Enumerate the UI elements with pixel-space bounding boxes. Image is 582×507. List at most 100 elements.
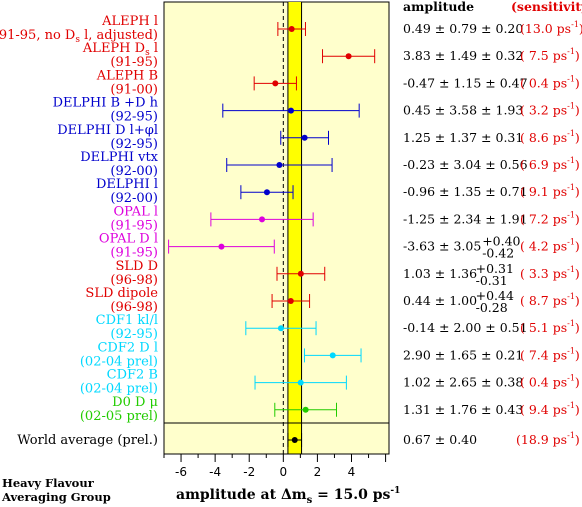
sensitivity-value: ( 8.6 ps-1) [520, 129, 580, 145]
amplitude-syst-high: +0.44 [476, 288, 514, 303]
sensitivity-value: ( 7.2 ps-1) [520, 210, 580, 226]
amplitude-value: -0.96 ± 1.35 ± 0.71 [403, 184, 528, 199]
plot-background [163, 1, 390, 455]
amplitude-value: -0.47 ± 1.15 ± 0.47 [403, 75, 528, 90]
x-tick-label: 2 [314, 465, 322, 479]
row-period: (92-95) [110, 327, 158, 342]
data-point [272, 80, 279, 87]
x-tick-label: -6 [175, 465, 187, 479]
data-point [277, 325, 284, 332]
row-name: DELPHI B +D h [53, 96, 159, 111]
amplitude-value: 0.45 ± 3.58 ± 1.93 [403, 103, 523, 118]
amplitude-syst-high: +0.31 [476, 261, 514, 276]
row-name: OPAL D l [99, 232, 158, 247]
row-period: (02-04 prel) [80, 382, 158, 397]
data-point [287, 107, 294, 114]
row-labels: ALEPH l(91-95, no Ds l, adjusted)ALEPH D… [0, 14, 159, 448]
data-point [288, 26, 295, 32]
row-period: (02-05 prel) [80, 409, 158, 424]
average-label: World average (prel.) [17, 433, 158, 448]
row-name: SLD dipole [85, 286, 158, 301]
data-point [302, 406, 309, 413]
sensitivity-value: ( 9.1 ps-1) [520, 183, 580, 199]
amplitude-syst-low: -0.31 [476, 273, 508, 288]
amplitude-value: 1.03 ± 1.36 [403, 266, 477, 281]
amplitude-syst-low: -0.42 [482, 246, 514, 261]
amplitude-value: 1.02 ± 2.65 ± 0.38 [403, 375, 523, 390]
row-name: CDF2 B [107, 368, 158, 383]
sensitivity-value: ( 6.9 ps-1) [520, 156, 580, 172]
data-point [345, 53, 352, 60]
data-point [259, 216, 266, 223]
row-name: SLD D [115, 259, 158, 274]
row-period: (92-00) [110, 191, 158, 206]
row-name: DELPHI vtx [80, 150, 158, 165]
row-period: (91-95) [110, 55, 158, 70]
amplitude-value: 0.44 ± 1.00 [403, 293, 477, 308]
sensitivity-value: (13.0 ps-1) [520, 20, 582, 36]
row-values: 0.49 ± 0.79 ± 0.20(13.0 ps-1) 3.83 ± 1.49… [403, 20, 582, 447]
amplitude-value: 0.67 ± 0.40 [403, 432, 477, 447]
data-point [329, 352, 336, 359]
x-axis-ticks: -6 -4 -2 0 2 4 [163, 453, 389, 479]
sensitivity-value: ( 3.3 ps-1) [520, 265, 580, 281]
row-name: ALEPH l [101, 14, 158, 29]
amplitude-value: 2.90 ± 1.65 ± 0.21 [403, 347, 523, 362]
footer-line-1: Heavy Flavour [2, 476, 95, 490]
x-axis-label: amplitude at Δms = 15.0 ps-1 [176, 486, 400, 506]
row-period: (91-95) [110, 218, 158, 233]
sensitivity-value: ( 0.4 ps-1) [520, 74, 580, 90]
row-name: CDF2 D l [97, 340, 158, 355]
data-point [297, 270, 304, 277]
row-period: (92-95) [110, 110, 158, 125]
amplitude-value: -0.23 ± 3.04 ± 0.56 [403, 157, 528, 172]
sensitivity-value: ( 3.2 ps-1) [520, 102, 580, 118]
footer-line-2: Averaging Group [1, 490, 111, 504]
data-marks [168, 22, 376, 447]
sensitivity-value: ( 8.7 ps-1) [520, 292, 580, 308]
amplitude-value: -3.63 ± 3.05 [403, 239, 481, 254]
row-name: ALEPH B [96, 68, 158, 83]
amplitude-value: 1.25 ± 1.37 ± 0.31 [403, 130, 523, 145]
header-sensitivity: (sensitivity) [511, 0, 582, 14]
row-name: CDF1 kl/l [96, 313, 158, 328]
amplitude-syst-high: +0.40 [482, 234, 520, 249]
row-period: (92-00) [110, 164, 158, 179]
data-point [287, 298, 294, 304]
amplitude-value: 1.31 ± 1.76 ± 0.43 [403, 402, 523, 417]
row-period: (91-95) [110, 246, 158, 261]
amplitude-value: -0.14 ± 2.00 ± 0.51 [403, 320, 528, 335]
row-period: (91-00) [110, 82, 158, 97]
data-point [301, 134, 308, 141]
sensitivity-value: ( 7.5 ps-1) [520, 47, 580, 63]
row-period: (96-98) [110, 300, 158, 315]
x-tick-label: -2 [243, 465, 255, 479]
header-amplitude: amplitude [403, 0, 474, 14]
row-name: DELPHI l [96, 177, 158, 192]
row-name: DELPHI D l+φl [57, 123, 158, 138]
sensitivity-value: ( 0.4 ps-1) [520, 374, 580, 390]
row-period: (92-95) [110, 137, 158, 152]
row-name: OPAL l [113, 204, 158, 219]
average-band [287, 2, 302, 454]
sensitivity-value: ( 4.2 ps-1) [520, 238, 580, 254]
x-tick-label: 4 [348, 465, 356, 479]
x-tick-label: -4 [209, 465, 221, 479]
data-point [263, 189, 270, 196]
sensitivity-value: ( 7.4 ps-1) [520, 346, 580, 362]
x-tick-label: 0 [279, 465, 287, 479]
sensitivity-value: ( 5.1 ps-1) [520, 319, 580, 335]
row-period: (02-04 prel) [80, 354, 158, 369]
amplitude-value: 0.49 ± 0.79 ± 0.20 [403, 21, 523, 36]
sensitivity-value: (18.9 ps-1) [516, 431, 580, 447]
amplitude-value: 3.83 ± 1.49 ± 0.32 [403, 48, 523, 63]
row-name: ALEPH Ds l [82, 41, 158, 58]
amplitude-syst-low: -0.28 [476, 300, 508, 315]
data-point [297, 379, 304, 386]
row-period: (91-95, no Ds l, adjusted) [0, 28, 158, 45]
amplitude-value: -1.25 ± 2.34 ± 1.91 [403, 211, 528, 226]
data-point [276, 162, 283, 168]
row-period: (96-98) [110, 273, 158, 288]
sensitivity-value: ( 9.4 ps-1) [520, 401, 580, 417]
